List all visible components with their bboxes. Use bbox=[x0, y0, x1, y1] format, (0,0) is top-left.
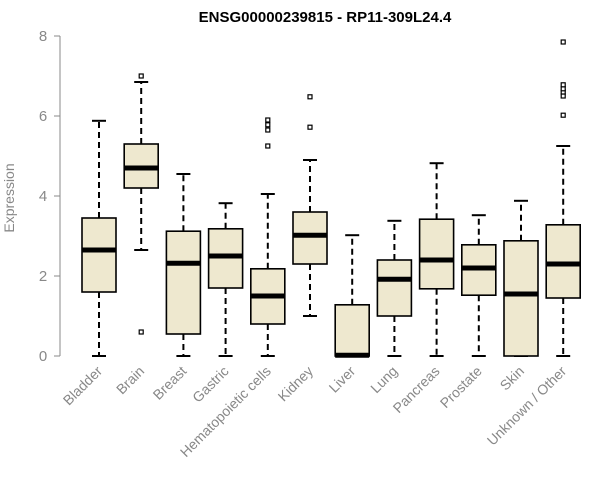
iqr-box bbox=[545, 224, 582, 299]
box-kidney bbox=[292, 94, 328, 317]
box-hematopoietic-cells bbox=[250, 117, 286, 357]
outlier-point bbox=[138, 329, 144, 335]
box-bladder bbox=[81, 119, 117, 357]
y-axis-label: Expression bbox=[1, 163, 17, 232]
outlier-point bbox=[560, 39, 566, 45]
outlier-point bbox=[560, 112, 566, 118]
outlier-point bbox=[307, 124, 313, 130]
x-category-label: Liver bbox=[326, 363, 359, 396]
outlier-point bbox=[265, 117, 271, 123]
box-breast bbox=[165, 173, 202, 357]
box-brain bbox=[123, 73, 159, 335]
outlier-point bbox=[560, 82, 566, 88]
x-category-label: Pancreas bbox=[390, 363, 443, 416]
iqr-box bbox=[418, 218, 455, 290]
iqr-box bbox=[376, 259, 413, 317]
box-unknown-other bbox=[545, 39, 582, 357]
outlier-point bbox=[265, 127, 271, 133]
iqr-box bbox=[292, 211, 328, 265]
box-skin bbox=[503, 199, 539, 357]
outlier-point bbox=[265, 143, 271, 149]
outlier-point bbox=[307, 94, 313, 100]
y-tick-label: 0 bbox=[39, 348, 47, 365]
y-tick-label: 4 bbox=[39, 188, 47, 205]
x-category-label: Brain bbox=[113, 363, 147, 397]
iqr-box bbox=[165, 230, 202, 335]
iqr-box bbox=[503, 240, 539, 357]
boxes-group bbox=[81, 39, 582, 358]
outlier-point bbox=[265, 122, 271, 128]
box-pancreas bbox=[418, 162, 455, 357]
y-tick-label: 8 bbox=[39, 28, 47, 45]
x-category-label: Skin bbox=[497, 363, 528, 394]
chart-title: ENSG00000239815 - RP11-309L24.4 bbox=[199, 9, 452, 26]
box-liver bbox=[334, 234, 371, 358]
x-category-label: Prostate bbox=[437, 363, 485, 411]
y-tick-label: 6 bbox=[39, 108, 47, 125]
box-gastric bbox=[207, 202, 244, 357]
x-category-label: Kidney bbox=[275, 363, 317, 405]
y-axis-ticks: 0 2 4 6 8 bbox=[39, 28, 60, 365]
box-lung bbox=[376, 219, 413, 357]
x-category-label: Bladder bbox=[60, 363, 106, 409]
iqr-box bbox=[81, 217, 117, 293]
y-tick-label: 2 bbox=[39, 268, 47, 285]
box-prostate bbox=[460, 214, 497, 357]
iqr-box bbox=[334, 303, 371, 357]
x-category-label: Lung bbox=[367, 363, 400, 396]
x-category-label: Breast bbox=[150, 363, 190, 403]
outlier-point bbox=[138, 73, 144, 79]
x-category-label: Unknown / Other bbox=[484, 363, 570, 449]
